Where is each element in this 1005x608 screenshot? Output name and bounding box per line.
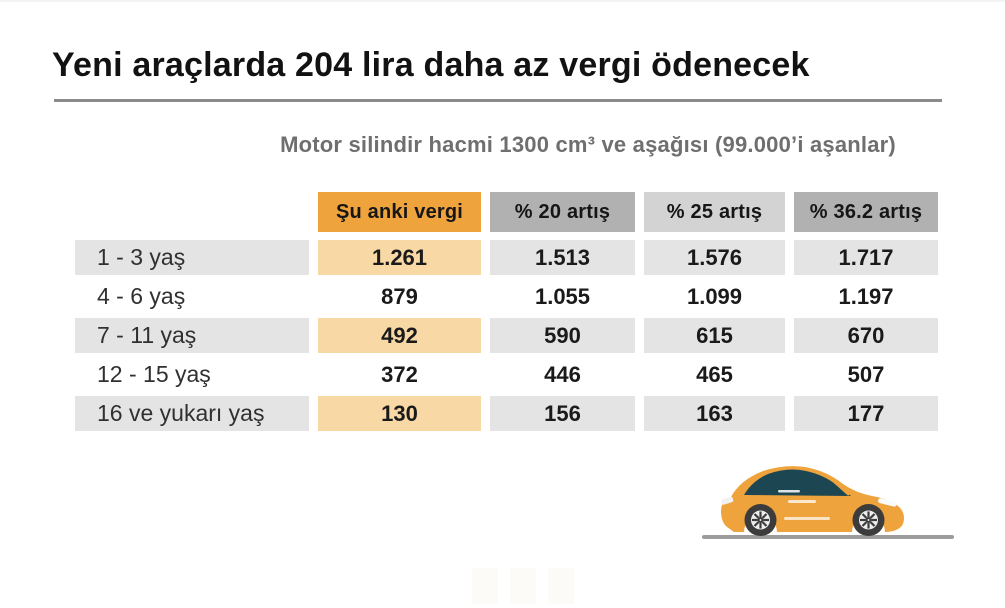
row-label-age-16-plus: 16 ve yukarı yaş: [75, 396, 309, 431]
cell-age-1-3-pct36: 1.717: [794, 240, 938, 275]
page-subtitle: Motor silindir hacmi 1300 cm³ ve aşağısı…: [280, 132, 896, 157]
cell-age-16-plus-pct36: 177: [794, 396, 938, 431]
row-label-age-4-6: 4 - 6 yaş: [97, 283, 186, 309]
column-header-current-tax: Şu anki vergi: [318, 192, 481, 232]
car-beltline-highlight: [778, 490, 800, 493]
car-illustration: [700, 454, 956, 544]
car-door-highlight: [788, 500, 816, 503]
cell-age-1-3-pct20: 1.513: [490, 240, 635, 275]
car-taillight: [721, 496, 734, 505]
car-front-wheel: [852, 504, 885, 536]
watermark-bar: [510, 568, 536, 604]
watermark-bar: [472, 568, 498, 604]
car-pillar: [829, 477, 850, 496]
watermark-faint: [472, 568, 574, 604]
column-header-25-increase: % 25 artış: [644, 192, 785, 232]
cell-age-4-6-pct25: 1.099: [686, 283, 743, 309]
title-divider: [54, 99, 942, 102]
cell-age-12-15-pct25: 465: [696, 361, 733, 387]
car-rocker-highlight: [784, 517, 830, 520]
cell-age-12-15-pct36: 507: [847, 361, 885, 387]
cell-age-7-11-pct20: 590: [490, 318, 635, 353]
watermark-bar: [548, 568, 574, 604]
cell-age-7-11-current: 492: [318, 318, 481, 353]
row-label-age-1-3: 1 - 3 yaş: [75, 240, 309, 275]
tax-table: Şu anki vergi % 20 artış % 25 artış % 36…: [75, 192, 938, 431]
cell-age-4-6-current: 879: [381, 283, 418, 309]
cell-age-12-15-pct20: 446: [544, 361, 581, 387]
cell-age-7-11-pct36: 670: [794, 318, 938, 353]
car-headlight: [878, 498, 897, 507]
ground-line: [702, 535, 954, 539]
column-header-36-increase: % 36.2 artış: [794, 192, 938, 232]
cell-age-4-6-pct36: 1.197: [838, 283, 894, 309]
cell-age-16-plus-pct20: 156: [490, 396, 635, 431]
cell-age-1-3-pct25: 1.576: [644, 240, 785, 275]
row-label-age-12-15: 12 - 15 yaş: [97, 361, 211, 387]
row-label-age-7-11: 7 - 11 yaş: [75, 318, 309, 353]
car-icon: [702, 466, 954, 539]
cell-age-12-15-current: 372: [381, 361, 418, 387]
car-rear-wheel: [744, 504, 777, 536]
page-title: Yeni araçlarda 204 lira daha az vergi öd…: [52, 46, 810, 84]
cell-age-16-plus-pct25: 163: [644, 396, 785, 431]
cell-age-4-6-pct20: 1.055: [534, 283, 591, 309]
table-corner-cell: [75, 192, 309, 236]
column-header-20-increase: % 20 artış: [490, 192, 635, 232]
cell-age-16-plus-current: 130: [318, 396, 481, 431]
cell-age-1-3-current: 1.261: [318, 240, 481, 275]
cell-age-7-11-pct25: 615: [644, 318, 785, 353]
car-window: [744, 469, 851, 496]
